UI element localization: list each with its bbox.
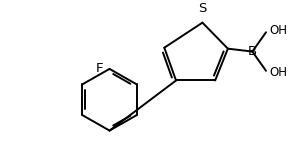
Text: OH: OH (269, 66, 287, 79)
Text: B: B (248, 45, 257, 58)
Text: S: S (198, 2, 207, 15)
Text: F: F (96, 62, 104, 75)
Text: OH: OH (269, 24, 287, 37)
